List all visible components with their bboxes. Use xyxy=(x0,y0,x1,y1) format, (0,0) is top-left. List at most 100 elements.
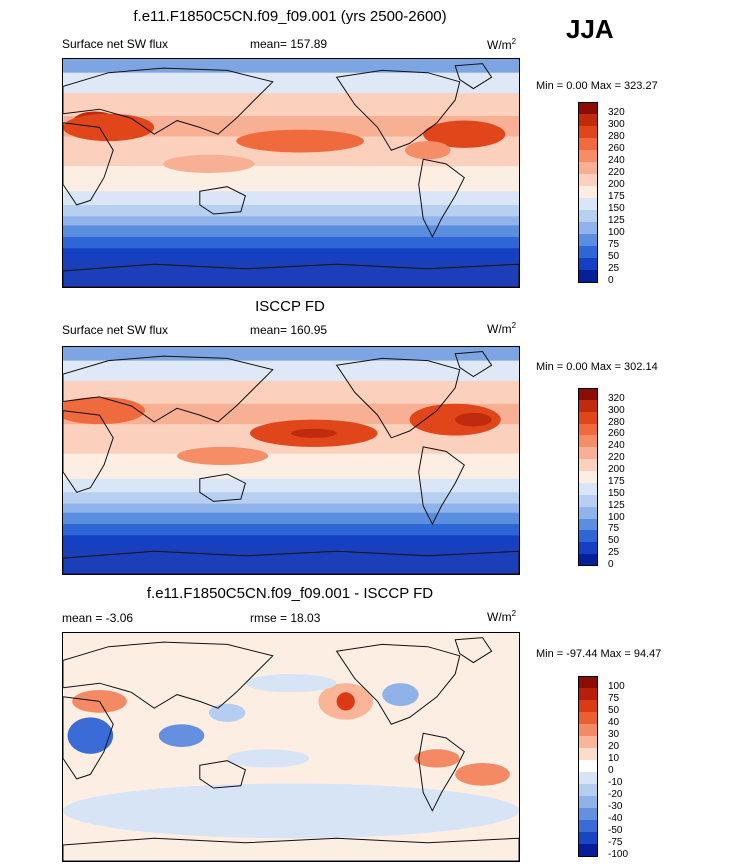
colorbar-swatch xyxy=(578,270,598,283)
coastline xyxy=(63,837,519,861)
colorbar-tick-label: 100 xyxy=(608,227,625,238)
coastline xyxy=(454,350,493,378)
colorbar-swatch xyxy=(578,700,598,713)
coastline xyxy=(454,637,493,664)
coastline xyxy=(335,643,461,725)
panel1-min-max: Min = 0.00 Max = 323.27 xyxy=(536,80,658,92)
panel1-units: W/m2 xyxy=(487,37,517,52)
colorbar-swatch xyxy=(578,760,598,773)
colorbar-tick-label: 240 xyxy=(608,440,625,452)
colorbar-swatch xyxy=(578,542,598,555)
colorbar-swatch xyxy=(578,676,598,689)
coastline xyxy=(454,63,493,90)
colorbar-tick-label: 20 xyxy=(608,741,620,752)
flux-band xyxy=(63,116,519,138)
colorbar-swatch xyxy=(578,388,598,401)
colorbar-swatch xyxy=(578,784,598,797)
flux-band xyxy=(63,360,519,383)
colorbar-tick-label: -30 xyxy=(608,801,623,812)
colorbar-tick-label: 200 xyxy=(608,464,625,476)
panel2-min-max: Min = 0.00 Max = 302.14 xyxy=(536,361,658,373)
flux-band xyxy=(63,191,519,206)
colorbar-tick-label: 50 xyxy=(608,251,620,262)
flux-band xyxy=(63,503,519,514)
panel3-rmse-label: rmse = 18.03 xyxy=(250,611,321,625)
colorbar-tick-label: 40 xyxy=(608,717,620,728)
colorbar-swatch xyxy=(578,435,598,448)
colorbar-tick-label: 280 xyxy=(608,131,625,142)
panel2-title: ISCCP FD xyxy=(255,298,325,315)
colorbar-tick-label: 75 xyxy=(608,693,620,704)
colorbar-swatch xyxy=(578,518,598,531)
colorbar-swatch xyxy=(578,506,598,520)
colorbar-swatch xyxy=(578,114,598,127)
coastline xyxy=(63,550,519,574)
colorbar-swatch xyxy=(578,688,598,701)
colorbar-swatch xyxy=(578,150,598,163)
panel3-mean-label: mean = -3.06 xyxy=(62,611,134,625)
flux-band xyxy=(63,381,519,405)
colorbar-tick-label: 300 xyxy=(608,119,625,130)
colorbar-tick-label: 25 xyxy=(608,547,620,559)
panel2-map xyxy=(62,346,520,575)
coastline xyxy=(63,641,274,709)
panel1-variable-label: Surface net SW flux xyxy=(62,37,169,51)
colorbar-tick-label: -50 xyxy=(608,825,623,836)
panel3-units: W/m2 xyxy=(487,609,517,624)
colorbar-swatch xyxy=(578,162,598,175)
difference-anomaly xyxy=(382,683,419,706)
flux-band xyxy=(63,225,519,238)
panel1-map xyxy=(62,58,520,288)
season-label: JJA xyxy=(566,14,614,44)
colorbar-swatch xyxy=(578,748,598,761)
colorbar-tick-label: 320 xyxy=(608,392,625,404)
flux-band xyxy=(63,535,519,548)
panel2-mean-label: mean= 160.95 xyxy=(250,323,328,337)
difference-anomaly xyxy=(414,749,460,768)
colorbar-tick-label: 300 xyxy=(608,404,625,416)
colorbar-tick-label: -10 xyxy=(608,777,623,788)
colorbar-swatch xyxy=(578,724,598,737)
coastline xyxy=(63,67,274,135)
colorbar-tick-label: -100 xyxy=(608,849,629,860)
colorbar-swatch xyxy=(578,712,598,725)
coastline xyxy=(418,446,465,526)
colorbar-tick-label: -75 xyxy=(608,837,623,848)
colorbar-swatch xyxy=(578,459,598,472)
coastline xyxy=(63,410,114,493)
coastline xyxy=(199,760,246,789)
panel3-title: f.e11.F1850C5CN.f09_f09.001 - ISCCP FD xyxy=(146,585,434,602)
panel2-colorbar: 320 300 280 260 240 220 200 175 150 125 100 75 50 25 0 xyxy=(578,388,658,570)
panel3-colorbar: 100 75 50 40 30 20 10 0 -10 -20 -30 -40 -50 -75 -100 xyxy=(578,676,658,860)
colorbar-tick-label: 220 xyxy=(608,167,625,178)
colorbar-tick-label: 200 xyxy=(608,179,625,190)
coastline xyxy=(418,158,465,238)
flux-band xyxy=(63,166,519,193)
colorbar-tick-label: 0 xyxy=(608,559,614,570)
colorbar-tick-label: 175 xyxy=(608,475,625,487)
difference-anomaly xyxy=(67,717,114,754)
coastline xyxy=(199,186,246,215)
colorbar-swatch xyxy=(578,222,598,235)
colorbar-swatch xyxy=(578,246,598,259)
colorbar-swatch xyxy=(578,102,598,115)
flux-band xyxy=(63,347,519,362)
difference-anomaly xyxy=(227,749,310,768)
colorbar-swatch xyxy=(578,494,598,508)
colorbar-tick-label: 0 xyxy=(608,275,614,286)
flux-band xyxy=(63,216,519,227)
flux-band xyxy=(63,403,519,426)
colorbar-swatch xyxy=(578,471,598,484)
colorbar-tick-label: 0 xyxy=(608,765,614,776)
colorbar-tick-label: 75 xyxy=(608,523,620,535)
flux-anomaly xyxy=(455,412,492,427)
flux-band xyxy=(63,93,519,117)
colorbar-swatch xyxy=(578,399,598,413)
colorbar-tick-label: 320 xyxy=(608,107,625,118)
colorbar-swatch xyxy=(578,234,598,247)
flux-band xyxy=(63,512,519,526)
colorbar-swatch xyxy=(578,126,598,139)
flux-anomaly xyxy=(63,113,155,142)
coastline xyxy=(335,357,461,439)
colorbar-tick-label: 280 xyxy=(608,416,625,428)
